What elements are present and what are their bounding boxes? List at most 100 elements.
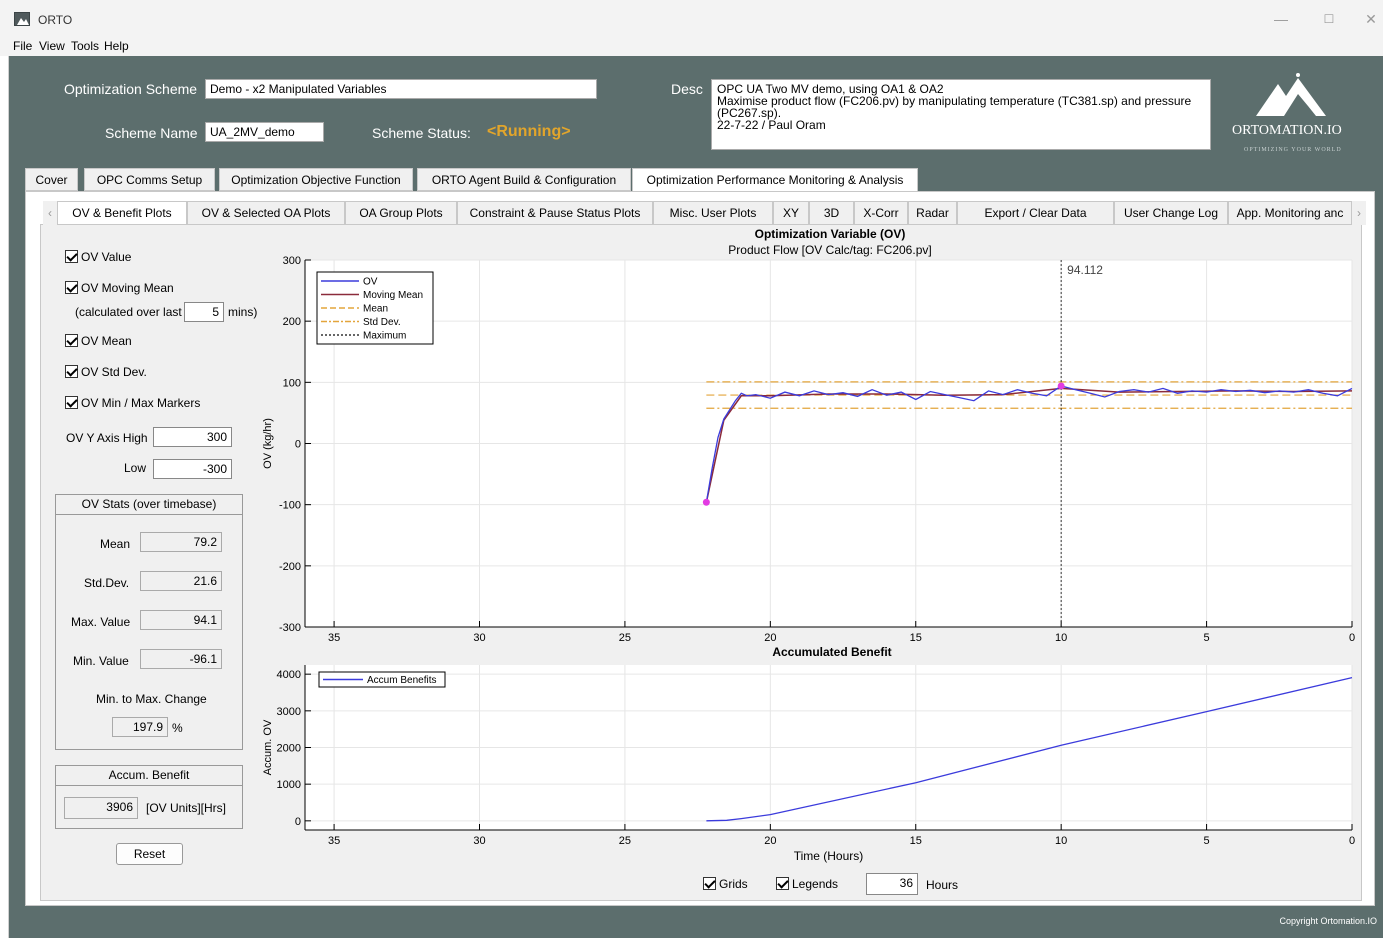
tab-scroll-right-icon[interactable]: › [1352, 201, 1366, 225]
x-tick-label: 10 [1055, 835, 1067, 847]
legend-label: Accum Benefits [367, 675, 436, 686]
y-tick-label: 200 [283, 316, 301, 328]
legend-box [318, 671, 446, 688]
tab-performance-monitoring[interactable]: Optimization Performance Monitoring & An… [632, 168, 918, 192]
benefit-legend: Accum Benefits [318, 671, 446, 688]
y-axis-low-input[interactable]: -300 [153, 459, 232, 479]
legends-label: Legends [792, 877, 839, 891]
subtab-xy[interactable]: XY [773, 201, 809, 225]
legend-label: Mean [363, 304, 388, 315]
subtab-x-corr[interactable]: X-Corr [854, 201, 908, 225]
legend-box [316, 271, 434, 345]
reset-button[interactable]: Reset [116, 843, 183, 865]
min-max-change-value: 197.9 [112, 717, 168, 737]
scheme-status-value: <Running> [487, 123, 571, 140]
app-icon [14, 12, 30, 26]
subtab-constraint-pause-plots[interactable]: Constraint & Pause Status Plots [457, 201, 653, 225]
checkbox-check-icon[interactable] [65, 334, 78, 347]
subtab-misc-user-plots[interactable]: Misc. User Plots [653, 201, 773, 225]
tab-opc-comms-setup[interactable]: OPC Comms Setup [84, 168, 215, 191]
ov-moving-mean-label: OV Moving Mean [81, 281, 174, 295]
subtab-ov-benefit-plots[interactable]: OV & Benefit Plots [57, 201, 187, 225]
x-tick-label: 35 [328, 632, 340, 644]
y-tick-label: 0 [295, 816, 301, 828]
y-tick-label: 0 [295, 439, 301, 451]
tab-cover[interactable]: Cover [25, 168, 78, 191]
legend-label: Maximum [363, 331, 406, 342]
subtab-3d[interactable]: 3D [809, 201, 854, 225]
std-dev-value: 21.6 [140, 571, 222, 591]
x-tick-label: 0 [1349, 632, 1355, 644]
moving-mean-minutes-input[interactable]: 5 [184, 302, 224, 322]
checkbox-check-icon[interactable] [65, 396, 78, 409]
x-tick-label: 0 [1349, 835, 1355, 847]
hours-input[interactable]: 36 [866, 873, 918, 895]
accum-benefit-group: Accum. Benefit [55, 765, 243, 829]
calc-over-unit: mins) [228, 305, 258, 319]
menu-file[interactable]: File [13, 39, 33, 53]
legends-checkbox[interactable]: Legends [776, 877, 838, 891]
logo-text: ORTOMATION.IO [1232, 123, 1342, 138]
subtab-export-clear-data[interactable]: Export / Clear Data [957, 201, 1114, 225]
subtab-oa-group-plots[interactable]: OA Group Plots [345, 201, 457, 225]
tab-objective-function[interactable]: Optimization Objective Function [219, 168, 413, 191]
ov-mean-checkbox[interactable]: OV Mean [65, 334, 132, 348]
ov-std-dev-checkbox[interactable]: OV Std Dev. [65, 365, 147, 379]
ov-chart-subtitle: Product Flow [OV Calc/tag: FC206.pv] [728, 243, 932, 257]
copyright-text: Copyright Ortomation.IO [1279, 916, 1377, 926]
y-tick-label: 3000 [277, 706, 301, 718]
ov-chart[interactable]: 35 30 25 20 15 10 5 0 300 200 100 0 -100 -200 -300 OV (… [255, 255, 1360, 650]
grids-checkbox[interactable]: Grids [703, 877, 748, 891]
ov-value-checkbox[interactable]: OV Value [65, 250, 131, 264]
subtab-user-change-log[interactable]: User Change Log [1114, 201, 1228, 225]
ov-stats-title: OV Stats (over timebase) [56, 495, 242, 515]
ov-moving-mean-checkbox[interactable]: OV Moving Mean [65, 281, 174, 295]
scheme-name-field[interactable]: UA_2MV_demo [205, 122, 324, 142]
tab-agent-build[interactable]: ORTO Agent Build & Configuration [417, 168, 631, 191]
subtab-ov-selected-oa-plots[interactable]: OV & Selected OA Plots [187, 201, 345, 225]
y-tick-label: 300 [283, 255, 301, 267]
x-axis-label: Time (Hours) [794, 849, 864, 863]
maximize-icon[interactable]: ☐ [1323, 12, 1335, 26]
close-icon[interactable]: ✕ [1365, 11, 1377, 27]
y-axis-high-input[interactable]: 300 [153, 427, 232, 447]
y-tick-label: 100 [283, 377, 301, 389]
y-tick-label: -100 [279, 500, 301, 512]
max-value-label: Max. Value [71, 615, 131, 629]
accum-benefit-title: Accum. Benefit [56, 766, 242, 786]
ov-stats-group: OV Stats (over timebase) [55, 494, 243, 750]
benefit-chart-title: Accumulated Benefit [772, 645, 892, 659]
x-tick-label: 30 [473, 632, 485, 644]
subtab-radar[interactable]: Radar [908, 201, 957, 225]
x-tick-label: 25 [619, 632, 631, 644]
x-tick-label: 20 [764, 835, 776, 847]
x-tick-label: 30 [473, 835, 485, 847]
tab-scroll-left-icon[interactable]: ‹ [43, 201, 57, 225]
x-tick-label: 5 [1204, 632, 1210, 644]
desc-field[interactable]: OPC UA Two MV demo, using OA1 & OA2 Maxi… [711, 79, 1211, 150]
checkbox-check-icon[interactable] [65, 365, 78, 378]
x-tick-label: 35 [328, 835, 340, 847]
benefit-chart[interactable]: 35 30 25 20 15 10 5 0 4000 3000 2000 1000 0 Accum. OV… [255, 660, 1360, 870]
desc-line: (PC267.sp). [717, 106, 782, 120]
checkbox-check-icon[interactable] [65, 281, 78, 294]
minimize-icon[interactable]: — [1274, 11, 1288, 27]
ov-minmax-checkbox[interactable]: OV Min / Max Markers [65, 396, 200, 410]
min-max-change-unit: % [172, 721, 183, 735]
min-marker [702, 498, 710, 506]
ov-mean-label: OV Mean [81, 334, 132, 348]
y-axis-high-label: OV Y Axis High [66, 431, 148, 445]
checkbox-check-icon[interactable] [776, 877, 789, 890]
checkbox-check-icon[interactable] [703, 877, 716, 890]
mean-value: 79.2 [140, 532, 222, 552]
menu-tools[interactable]: Tools [71, 39, 100, 53]
x-tick-label: 10 [1055, 632, 1067, 644]
menu-help[interactable]: Help [104, 39, 129, 53]
accum-benefit-series [706, 676, 1353, 822]
ov-chart-title: Optimization Variable (OV) [754, 227, 906, 241]
grids-label: Grids [719, 877, 748, 891]
checkbox-check-icon[interactable] [65, 250, 78, 263]
scheme-field[interactable]: Demo - x2 Manipulated Variables [205, 79, 597, 99]
subtab-app-monitoring[interactable]: App. Monitoring anc [1228, 201, 1352, 225]
menu-view[interactable]: View [39, 39, 65, 53]
